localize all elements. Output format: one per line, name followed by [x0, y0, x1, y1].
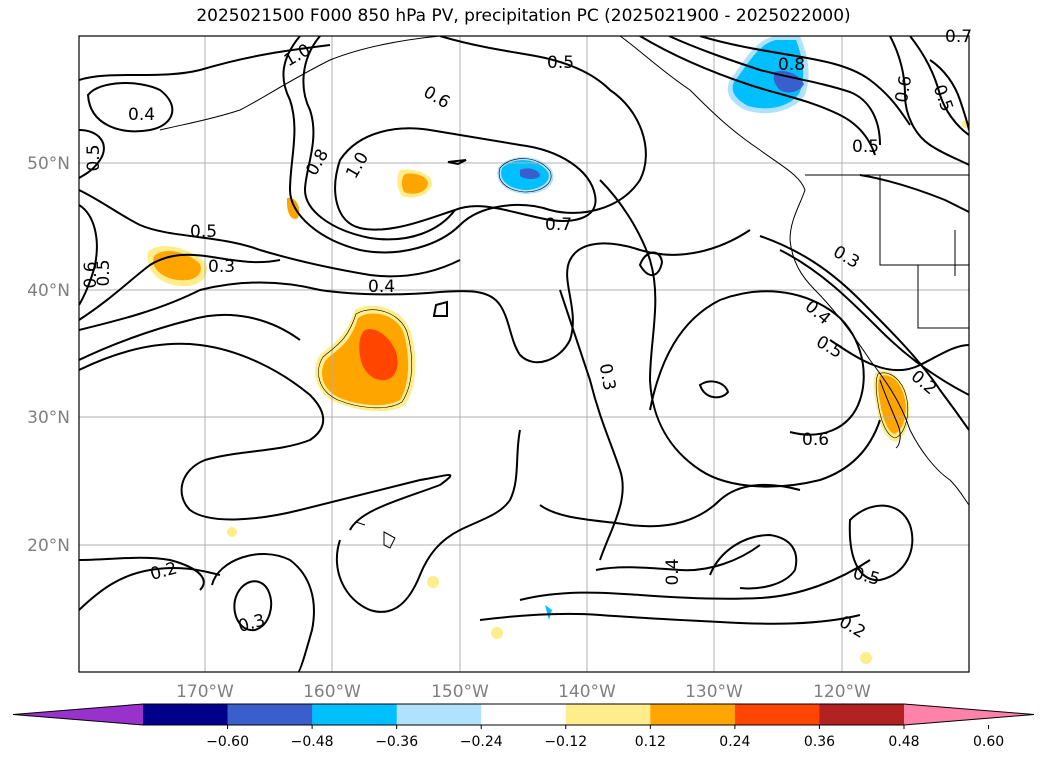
- latitude-label: 40°N: [27, 281, 70, 301]
- colorbar-extend-high: [904, 704, 1034, 725]
- colorbar-segment: [481, 704, 567, 725]
- longitude-label: 150°W: [431, 682, 489, 702]
- map-frame: [78, 35, 970, 673]
- latitude-label: 50°N: [27, 154, 70, 174]
- pv-contour-lines: [79, 36, 969, 672]
- colorbar-segment: [734, 704, 820, 725]
- longitude-labels: 170°W 160°W 150°W 140°W 130°W 120°W: [176, 682, 871, 702]
- colorbar-tick-label: 0.24: [719, 734, 750, 750]
- colorbar-tick-label: −0.12: [544, 734, 587, 750]
- colorbar-segment: [227, 704, 313, 725]
- colorbar-tick-label: 0.60: [973, 734, 1004, 750]
- contour-label: 0.5: [547, 53, 574, 73]
- colorbar-tick-label: 0.12: [635, 734, 666, 750]
- contour-label: 0.8: [778, 55, 805, 75]
- contour-label: 0.4: [128, 105, 155, 125]
- colorbar-tick-label: 0.36: [804, 734, 835, 750]
- contour-label: 0.4: [663, 558, 683, 585]
- colorbar-segment: [312, 704, 398, 725]
- contour-label: 0.5: [94, 259, 114, 286]
- colorbar-tick-label: −0.36: [375, 734, 418, 750]
- longitude-label: 170°W: [176, 682, 234, 702]
- contour-label: 0.6: [802, 430, 829, 450]
- colorbar-tick-label: 0.48: [888, 734, 919, 750]
- colorbar: −0.60 −0.48 −0.36 −0.24 −0.12 0.12 0.24 0.36 0.4…: [12, 703, 1035, 750]
- contour-label: 0.5: [190, 222, 217, 242]
- colorbar-segment: [396, 704, 482, 725]
- colorbar-tick-label: −0.24: [460, 734, 503, 750]
- coastlines: [159, 36, 969, 549]
- colorbar-outline: [12, 703, 1035, 726]
- contour-label: 0.5: [84, 144, 104, 171]
- colorbar-extend-low: [13, 704, 143, 725]
- longitude-label: 130°W: [685, 682, 743, 702]
- colorbar-segment: [819, 704, 905, 725]
- longitude-label: 120°W: [813, 682, 871, 702]
- colorbar-segment: [650, 704, 736, 725]
- latitude-label: 30°N: [27, 408, 70, 428]
- latitude-label: 20°N: [27, 536, 70, 556]
- gridlines: [79, 36, 969, 672]
- contour-label: 0.6: [81, 261, 101, 288]
- contour-label: 0.3: [595, 362, 619, 392]
- map-title: 2025021500 F000 850 hPa PV, precipitatio…: [196, 6, 851, 26]
- colorbar-tick-label: −0.60: [206, 734, 249, 750]
- longitude-label: 160°W: [303, 682, 361, 702]
- colorbar-segment: [565, 704, 651, 725]
- contour-label: 0.6: [892, 74, 916, 104]
- precip-positive-shading: [147, 120, 969, 664]
- colorbar-segment: [143, 704, 229, 725]
- longitude-label: 140°W: [558, 682, 616, 702]
- colorbar-tick-label: −0.48: [291, 734, 334, 750]
- precip-outlines: [318, 158, 909, 439]
- latitude-labels: 50°N 40°N 30°N 20°N: [27, 154, 70, 556]
- contour-label: 0.4: [368, 277, 395, 297]
- contour-label: 0.7: [545, 215, 572, 235]
- contour-label: 0.3: [208, 257, 235, 277]
- contour-label: 0.5: [852, 137, 879, 157]
- map-background: [79, 36, 969, 672]
- contour-label: 0.7: [945, 27, 972, 47]
